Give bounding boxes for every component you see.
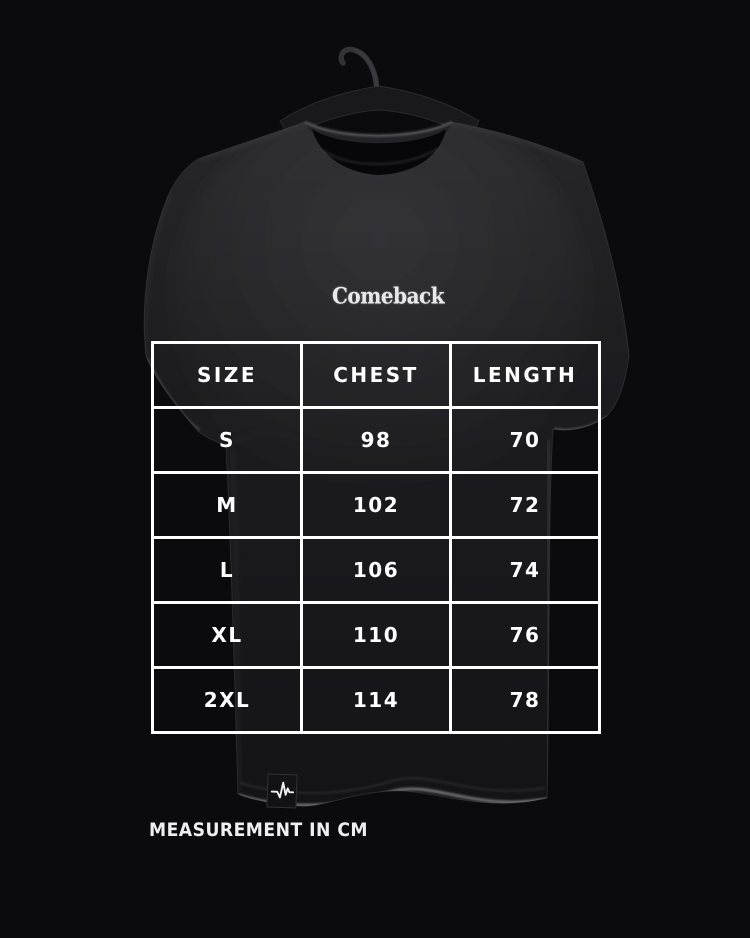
cell-length: 76 (449, 601, 601, 669)
hanger-bar (279, 85, 480, 138)
cell-size: 2XL (151, 666, 303, 734)
cell-length: 70 (449, 406, 601, 474)
collar-opening (312, 129, 446, 175)
header-chest: CHEST (300, 341, 452, 409)
header-length: LENGTH (449, 341, 601, 409)
collar-rim-highlight (304, 121, 453, 137)
shirt-print-text: Comeback (331, 282, 445, 309)
cell-chest: 110 (300, 601, 452, 669)
header-size: SIZE (151, 341, 303, 409)
cell-size: S (151, 406, 303, 474)
size-chart-table: SIZE CHEST LENGTH S 98 70 M 102 72 L 106… (151, 341, 601, 734)
collar-inner-highlight (321, 147, 439, 165)
left-shoulder-highlight (199, 122, 306, 159)
table-row-m: M 102 72 (151, 471, 601, 539)
table-row-2xl: 2XL 114 78 (151, 666, 601, 734)
cell-chest: 102 (300, 471, 452, 539)
table-row-s: S 98 70 (151, 406, 601, 474)
hanger (279, 46, 480, 138)
cell-size: M (151, 471, 303, 539)
cell-chest: 114 (300, 666, 452, 734)
header-row: SIZE CHEST LENGTH (151, 341, 601, 409)
table-row-l: L 106 74 (151, 536, 601, 604)
cell-chest: 106 (300, 536, 452, 604)
collar (304, 121, 453, 175)
cell-length: 74 (449, 536, 601, 604)
table-row-xl: XL 110 76 (151, 601, 601, 669)
measurement-note: MEASUREMENT IN CM (149, 820, 369, 841)
left-sleeve-edge-highlight (144, 191, 171, 359)
cell-length: 78 (449, 666, 601, 734)
pulse-icon (270, 781, 295, 799)
right-shoulder-highlight (451, 122, 584, 163)
cell-size: XL (151, 601, 303, 669)
cell-chest: 98 (300, 406, 452, 474)
hem-tag (266, 773, 298, 809)
cell-size: L (151, 536, 303, 604)
cell-length: 72 (449, 471, 601, 539)
